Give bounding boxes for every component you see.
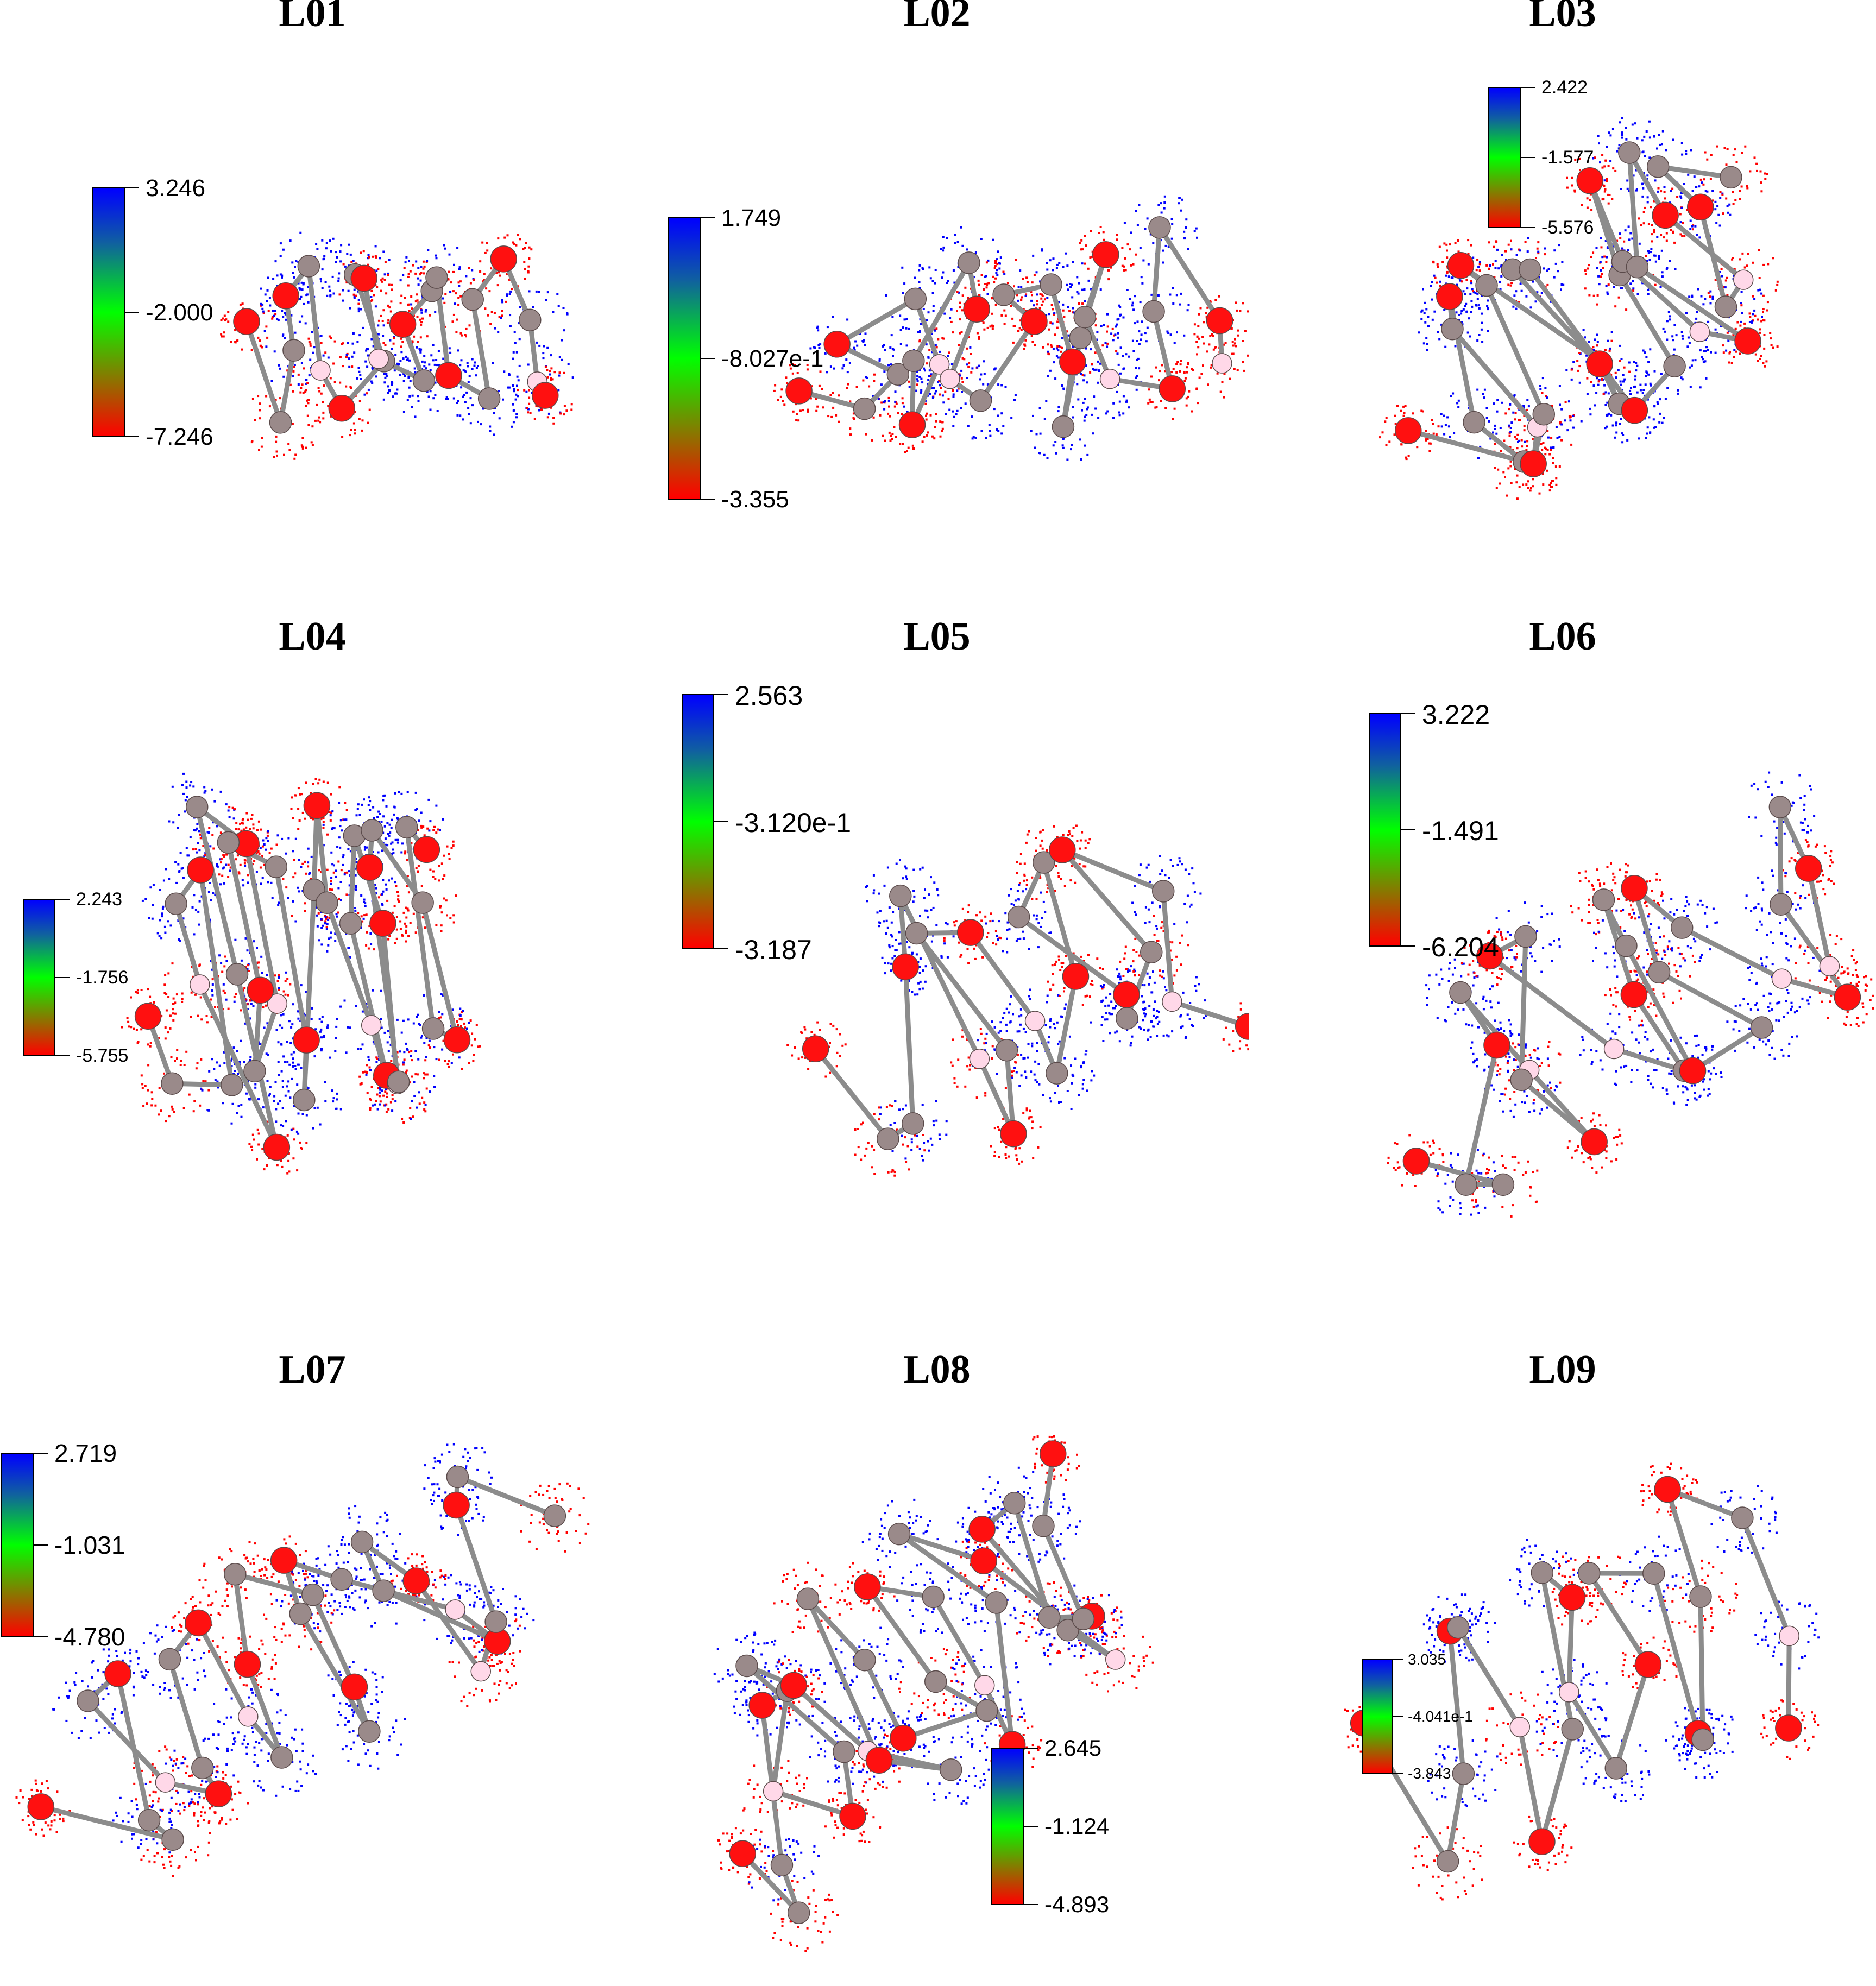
scale-mid-label: -4.041e-1: [1408, 1708, 1473, 1725]
molecule-esp-map: [121, 772, 481, 1175]
scale-min-label: -4.893: [1044, 1892, 1110, 1917]
color-scale-bar: [668, 217, 701, 500]
panel-l01: L01 3.246 -2.000 -7.246: [0, 0, 625, 597]
scale-min-label: -4.780: [54, 1623, 125, 1651]
panel-title: L02: [903, 0, 971, 35]
panel-title: L06: [1529, 614, 1596, 659]
scale-mid-label: -2.000: [146, 299, 213, 326]
scale-max-label: 3.246: [146, 175, 206, 201]
molecule-esp-map: [786, 824, 1249, 1177]
scale-max-label: 3.035: [1408, 1651, 1446, 1668]
scale-mid-label: -1.031: [54, 1531, 125, 1559]
scale-max-label: 2.563: [735, 680, 803, 711]
panel-title: L08: [903, 1347, 971, 1392]
scale-mid-label: -8.027e-1: [721, 345, 824, 372]
panel-l04: L04 2.243 -1.756 -5.755: [0, 614, 625, 1282]
scale-max-label: 2.422: [1541, 77, 1588, 98]
panel-title: L05: [903, 614, 971, 659]
scale-min-label: -3.843: [1408, 1765, 1451, 1782]
scale-min-label: -5.755: [76, 1045, 129, 1066]
scale-max-label: 2.645: [1044, 1735, 1102, 1761]
scale-max-label: 2.719: [54, 1439, 117, 1467]
color-scale-bar: [1369, 713, 1401, 947]
panel-l03: L03 2.422 -1.577 -5.576: [1249, 0, 1876, 597]
scale-min-label: -3.187: [735, 935, 812, 965]
molecule-esp-map: [773, 195, 1249, 461]
molecule-esp-map: [713, 1435, 1154, 1952]
scale-mid-label: -1.491: [1422, 816, 1499, 846]
color-scale-bar: [1488, 87, 1521, 228]
panel-title: L07: [279, 1347, 346, 1392]
color-scale-bar: [1362, 1659, 1393, 1774]
scale-mid-label: -1.124: [1044, 1813, 1110, 1839]
scale-min-label: -7.246: [146, 424, 213, 450]
molecule-esp-map: [1387, 771, 1874, 1218]
scale-min-label: -5.576: [1541, 217, 1594, 238]
scale-max-label: 3.222: [1422, 699, 1490, 730]
color-scale-bar: [991, 1748, 1024, 1905]
color-scale-bar: [1, 1453, 34, 1637]
panel-title: L09: [1529, 1347, 1596, 1392]
scale-mid-label: -3.120e-1: [735, 808, 852, 838]
scale-min-label: -6.204: [1422, 932, 1499, 962]
molecule-esp-map: [15, 1443, 590, 1877]
panel-title: L01: [279, 0, 346, 35]
panel-l06: L06 3.222 -1.491 -6.204: [1249, 614, 1876, 1282]
scale-mid-label: -1.756: [76, 967, 129, 988]
scale-mid-label: -1.577: [1541, 147, 1594, 168]
color-scale-bar: [23, 899, 55, 1056]
panel-l02: L02 1.749 -8.027e-1 -3.355: [625, 0, 1249, 597]
panel-title: L04: [279, 614, 346, 659]
panel-l07: L07 2.719 -1.031 -4.780: [0, 1347, 625, 1986]
scale-max-label: 1.749: [721, 205, 782, 231]
panel-title: L03: [1529, 0, 1596, 35]
molecule-esp-map: [1379, 117, 1779, 500]
color-scale-bar: [682, 694, 714, 949]
molecule-esp-map: [1344, 1462, 1820, 1901]
scale-min-label: -3.355: [721, 486, 789, 513]
panel-l08: L08 2.645 -1.124 -4.893: [625, 1347, 1249, 1986]
molecule-esp-map: [220, 231, 574, 460]
color-scale-bar: [92, 187, 125, 437]
scale-max-label: 2.243: [76, 889, 123, 910]
panel-l05: L05 2.563 -3.120e-1 -3.187: [625, 614, 1249, 1282]
panel-l09: L09 3.035 -4.041e-1 -3.843: [1249, 1347, 1876, 1986]
